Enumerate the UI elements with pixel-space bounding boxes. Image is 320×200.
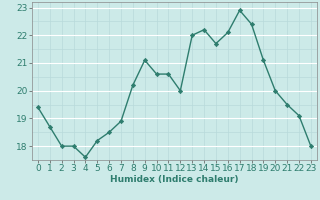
X-axis label: Humidex (Indice chaleur): Humidex (Indice chaleur): [110, 175, 239, 184]
